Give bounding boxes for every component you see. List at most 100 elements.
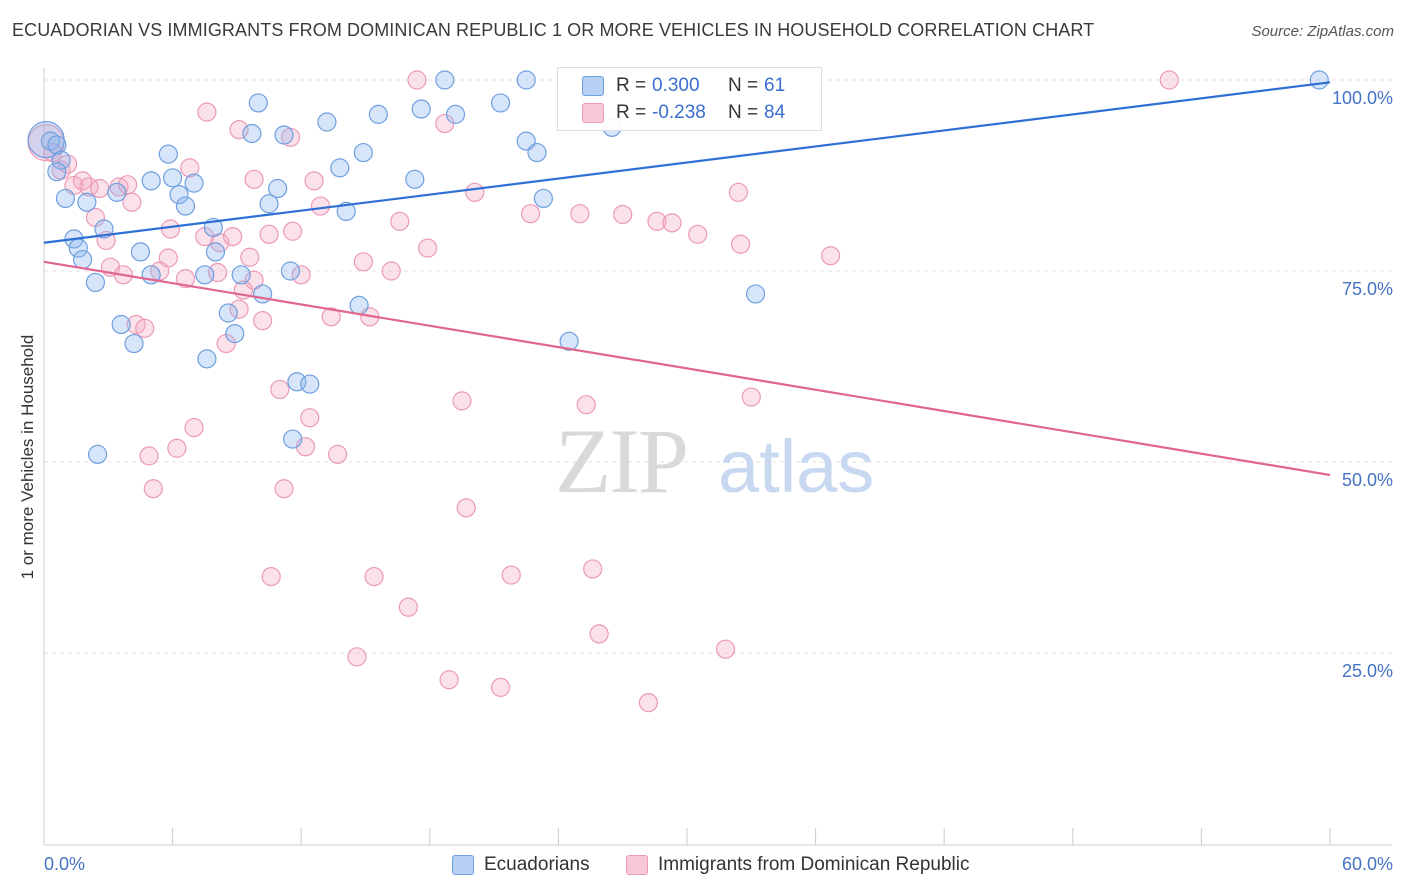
dominican-point [304,171,324,191]
dominican-point [456,498,476,518]
y-tick-label: 25.0% [1342,661,1393,681]
dominican-point [291,265,311,285]
dominican-point [728,182,749,202]
ecuadorian-point [248,93,268,113]
bottom-legend-ecuadorians[interactable]: Ecuadorians [452,853,590,877]
legend-swatch-pink [582,103,604,123]
dominican-point [730,234,751,254]
ecuadorian-point [405,169,425,189]
legend-r-value: -0.238 [652,102,706,123]
ecuadorian-point [197,349,217,369]
y-tick-label: 50.0% [1342,470,1393,490]
dominican-point [583,559,603,579]
dominican-point [197,102,217,122]
dominican-point [1159,70,1179,90]
legend-n-label: N = [728,75,759,96]
ecuadorian-point [225,324,245,344]
ecuadorian-point [111,314,131,335]
gridlines [44,79,1392,654]
ecuadorian-point [130,242,151,262]
bottom-legend-label-dominican: Immigrants from Dominican Republic [658,854,970,875]
ecuadorian-point [368,104,388,124]
ecuadorian-point [94,219,114,239]
dominican-point [244,270,264,290]
dominican-point [90,178,110,199]
bottom-legend-swatch-pink [626,855,648,875]
dominican-point [418,238,438,258]
tick-labels: 25.0% 50.0% 75.0% 100.0% 0.0% 60.0% [44,88,1393,874]
dominican-point [688,224,708,244]
dominican-point [229,299,249,319]
source-credit: Source: ZipAtlas.com [1251,23,1394,40]
dominican-point [283,221,303,241]
watermark-zip: ZIP [555,410,687,512]
dominican-point [353,252,373,272]
ecuadorian-point [77,192,97,212]
ecuadorian-point [349,295,369,315]
stats-legend: R = 0.300 N = 61 R = -0.238 N = 84 [557,67,822,131]
dominican-point [143,479,163,499]
ecuadorian-point [435,70,455,90]
legend-n-value: 61 [764,75,786,96]
dominican-point [364,566,384,587]
watermark: ZIP atlas [555,410,874,512]
dominican-point [328,444,348,464]
ecuadorian-point [195,265,215,285]
dominican-point [229,120,249,140]
legend-r-value: 0.300 [652,75,700,96]
legend-n-label: N = [728,102,759,123]
ecuadorian-point [175,196,196,216]
ecuadorian-point [317,112,337,132]
legend-r-label: R = [616,102,647,123]
legend-swatch-blue [582,76,604,96]
chart-title: ECUADORIAN VS IMMIGRANTS FROM DOMINICAN … [12,20,1095,40]
dominican-point [613,204,633,225]
dominican-point [439,670,459,690]
ecuadorian-point [330,158,350,178]
dominican-point [244,169,264,189]
x-tick-label-max: 60.0% [1342,854,1393,874]
dominican-point [135,318,155,338]
legend-r-label: R = [616,75,647,96]
dominican-point [321,307,341,327]
ecuadorian-point [72,249,93,270]
ecuadorian-point [158,144,178,164]
ecuadorian-point [280,261,301,281]
ecuadorian-point [516,70,536,90]
ecuadorian-point [163,168,183,188]
legend-n-value: 84 [764,102,786,123]
ecuadorian-point [411,99,431,119]
dominican-point [407,70,427,90]
bottom-legend-dominican[interactable]: Immigrants from Dominican Republic [626,853,970,877]
dominican-point [520,204,541,224]
ecuadorian-point [107,182,127,202]
dominican-point [741,387,761,407]
dominican-point [180,158,200,178]
dominican-point [240,247,260,267]
ecuadorian-trend-line [43,81,1331,244]
dominican-point [300,408,320,428]
dominican-point [184,418,204,438]
dominican-point [122,192,142,212]
ecuadorian-point [242,123,262,144]
dominican-point [576,395,596,415]
ecuadorian-point [184,173,204,193]
dominican-point [662,213,682,233]
ecuadorian-point [51,150,71,170]
ecuadorian-point [87,444,108,464]
ecuadorian-point [268,178,288,199]
y-tick-label: 75.0% [1342,279,1393,299]
axes [43,68,1392,846]
dominican-point [253,311,273,331]
ecuadorian-point [47,135,67,155]
trend-lines [43,81,1331,477]
ecuadorian-point [218,303,238,323]
x-tick-label-min: 0.0% [44,854,85,874]
ecuadorian-point [745,284,766,304]
ecuadorian-point [445,104,466,124]
dominican-point [398,597,418,617]
y-tick-label: 100.0% [1332,88,1393,108]
ecuadorian-point [169,185,189,205]
ecuadorian-point [205,242,226,262]
